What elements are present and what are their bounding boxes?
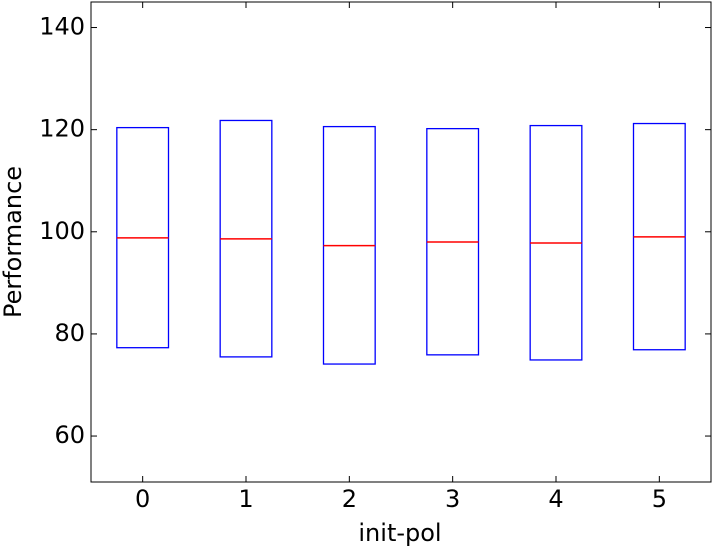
y-tick-label: 100 [39,217,85,245]
plot-frame [90,1,712,483]
y-tick-label: 80 [54,319,85,347]
x-tick-label: 4 [548,485,563,513]
y-tick-label: 60 [54,421,85,449]
y-tick-label: 120 [39,115,85,143]
x-tick-label: 3 [445,485,460,513]
x-tick-label: 5 [652,485,667,513]
x-tick-label: 0 [135,485,150,513]
y-tick-label: 140 [39,13,85,41]
x-axis-label: init-pol [358,519,441,547]
y-axis-label: Performance [0,166,27,318]
x-tick-label: 2 [342,485,357,513]
x-tick-label: 1 [238,485,253,513]
